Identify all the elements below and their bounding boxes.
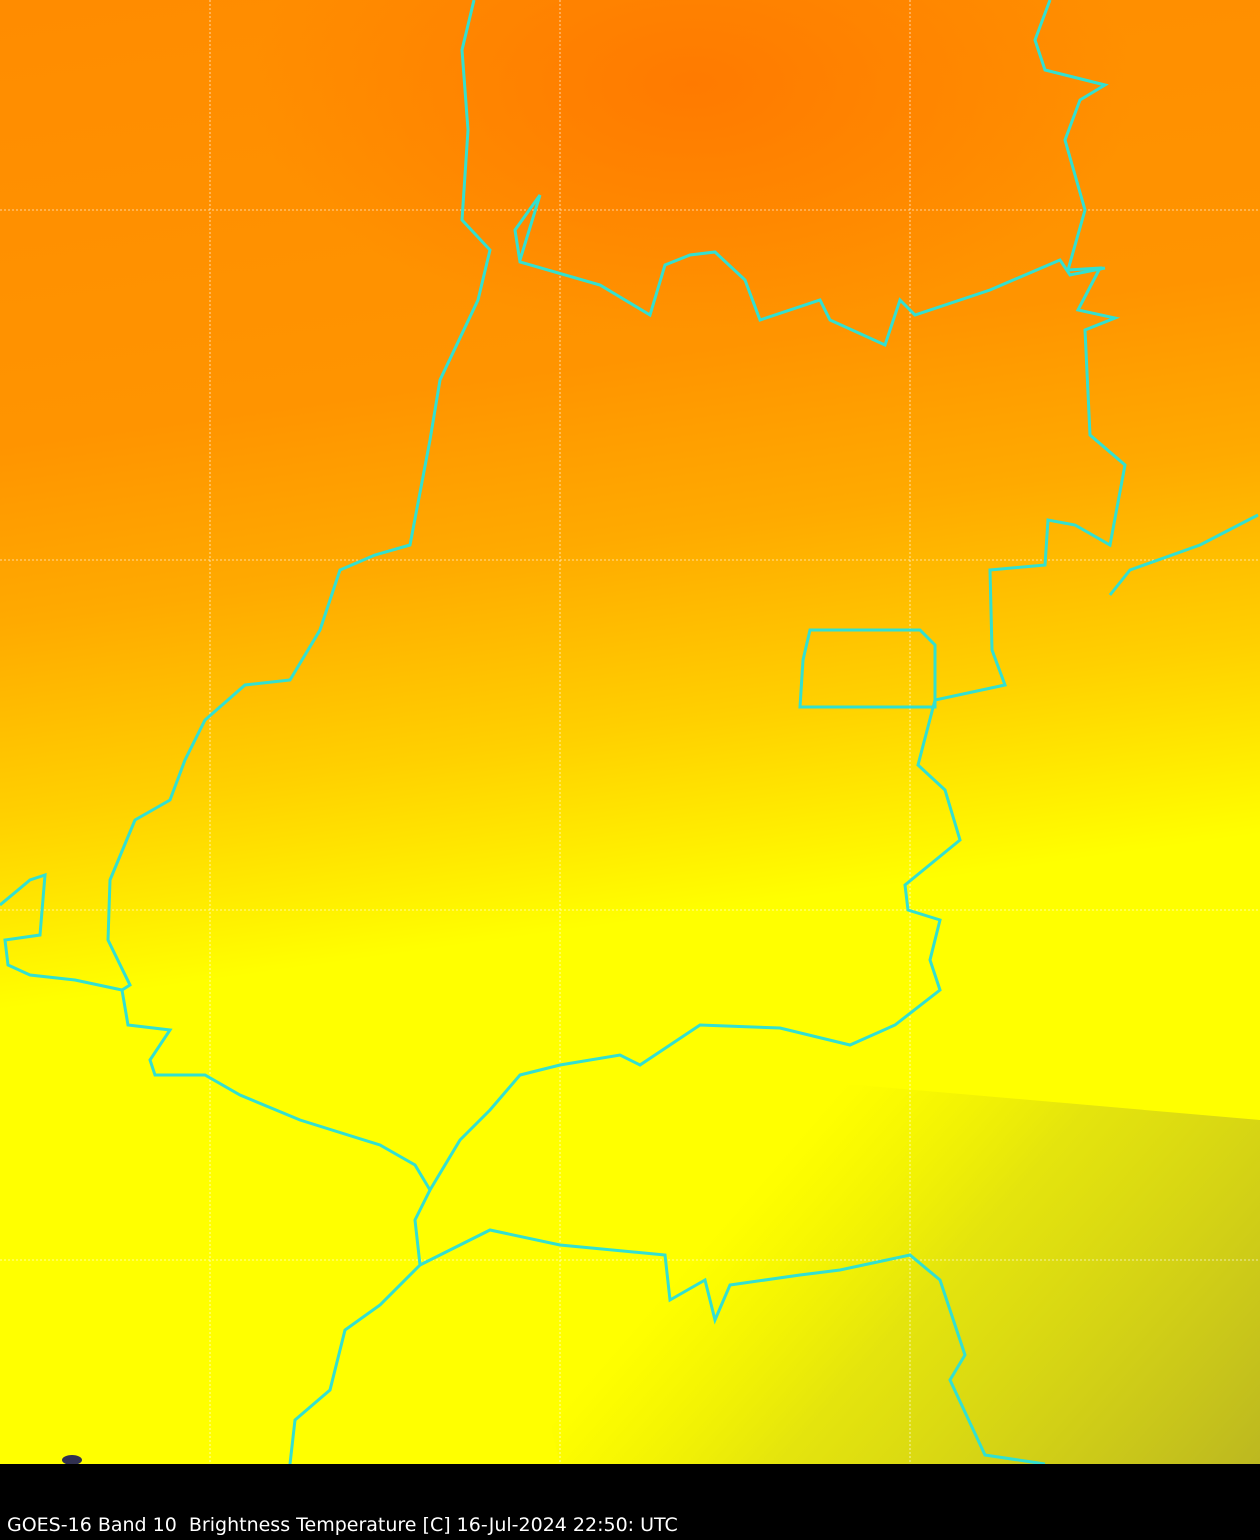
warm-region: [0, 0, 1260, 700]
cold-pixel-spot: [62, 1455, 82, 1464]
lat-lon-grid: [0, 0, 1260, 1464]
cold-cloud-region: [360, 1020, 1260, 1464]
image-caption: GOES-16 Band 10 Brightness Temperature […: [7, 1514, 678, 1536]
brightness-temperature-map: [0, 0, 1260, 1464]
state-borders: [0, 0, 1259, 1464]
